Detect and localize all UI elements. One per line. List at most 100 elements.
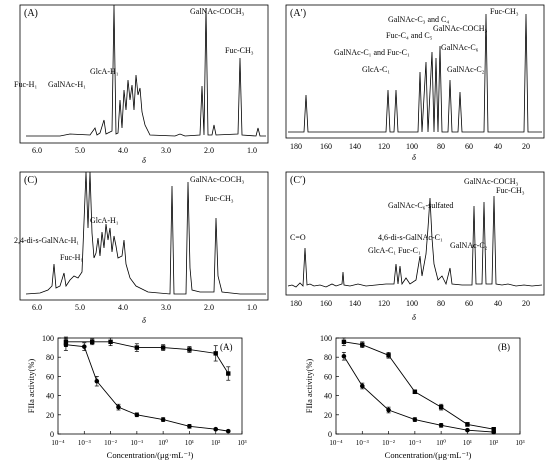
x-tick-label: 140 (349, 142, 361, 151)
x-tick-label: 10⁰ (436, 439, 446, 447)
data-point-square (226, 371, 231, 376)
x-tick-label: 160 (320, 299, 332, 308)
spectrum-trace (288, 13, 542, 133)
data-point-circle (160, 417, 166, 422)
data-point-square (134, 345, 140, 350)
data-point-circle (134, 412, 140, 418)
data-point-circle (116, 404, 121, 410)
x-axis-label: δ (412, 153, 416, 162)
panel-label: (A′) (290, 8, 306, 19)
data-point-circle (187, 424, 192, 429)
data-point-square (438, 404, 444, 410)
frame (19, 4, 269, 144)
fiia-activity-chart-a: (A) 0 20 40 60 80 100 10⁻⁴ 10⁻³ 10⁻² 10⁻¹ 10⁰ 10¹ 10²… (26, 334, 247, 460)
data-point-square (465, 422, 470, 427)
x-tick-label: 10¹ (463, 439, 472, 447)
y-tick-label: 80 (46, 353, 54, 362)
x-tick-label: 5.0 (75, 303, 85, 312)
spectrum-trace (287, 195, 543, 288)
peak-label: GalNAc-C₁ and Fuc-C₁ (334, 48, 410, 57)
peak-label: Fuc-H₁ (14, 80, 37, 89)
x-tick-label: 10⁻⁴ (329, 439, 343, 447)
x-tick-label: 120 (378, 142, 390, 151)
x-tick-label: 10² (489, 439, 498, 447)
x-axis-label: δ (412, 313, 416, 322)
y-tick-label: 0 (50, 430, 54, 439)
data-point-circle (81, 344, 87, 349)
peak-label: GalNAc-H₁ (48, 80, 86, 89)
peak-label: GalNAc-COCH₃ (433, 24, 488, 33)
nmr-panel-a-prime: (A′) Fuc-CH₃ GalNAc-C₃ and C₄ GalNAc-COC… (285, 4, 545, 162)
peak-label: Fuc-CH₃ (225, 46, 254, 55)
panel-label: (C′) (290, 175, 306, 186)
x-tick-label: 40 (494, 142, 502, 151)
data-point-square (108, 339, 113, 345)
x-tick-label: 3.0 (161, 303, 171, 312)
data-point-circle (94, 378, 100, 384)
data-point-square (386, 353, 391, 358)
frame (285, 4, 545, 139)
x-tick-label: 80 (437, 299, 445, 308)
x-tick-label: 2.0 (204, 146, 214, 155)
x-tick-label: 10⁻³ (356, 439, 369, 447)
data-point-circle (465, 427, 470, 433)
x-tick-label: 1.0 (247, 303, 257, 312)
x-tick-label: 20 (522, 142, 530, 151)
x-tick-label: 4.0 (118, 146, 128, 155)
x-tick-label: 10¹ (185, 439, 194, 447)
x-tick-label: 10⁰ (158, 439, 168, 447)
data-point-square (360, 342, 365, 347)
data-point-circle (491, 429, 497, 435)
data-point-circle (225, 428, 231, 434)
peak-label: GalNAc-C₆-sulfated (388, 201, 453, 210)
peak-labels: GalNAc-COCH₃ Fuc-CH₃ GalNAc-C₆-sulfated … (290, 177, 525, 255)
peak-label: Fuc-C₁ (398, 246, 421, 255)
x-tick-label: 6.0 (32, 303, 42, 312)
data-point-circle (359, 383, 365, 389)
data-point-circle (412, 417, 418, 422)
series-line (343, 341, 494, 430)
x-tick-label: 3.0 (161, 146, 171, 155)
peak-label: GalNAc-C₃ and C₄ (388, 15, 449, 24)
y-tick-label: 20 (46, 411, 54, 420)
plot-frame (335, 337, 521, 435)
panel-label: (C) (24, 175, 37, 186)
x-axis: 6.0 5.0 4.0 3.0 2.0 1.0 δ (32, 146, 257, 165)
plot-frame (57, 337, 243, 435)
peak-label: GlcA-C₁ (362, 65, 390, 74)
data-point-square (412, 389, 418, 394)
x-tick-label: 100 (406, 142, 418, 151)
data-point-circle (438, 423, 444, 428)
x-tick-label: 60 (465, 142, 473, 151)
series-line (65, 341, 229, 374)
peak-label: 2,4-di-s-GalNAc-H₁ (14, 236, 79, 245)
x-tick-label: 10² (211, 439, 220, 447)
x-tick-label: 180 (290, 142, 302, 151)
nmr-panel-c: (C) GalNAc-COCH₃ Fuc-CH₃ GlcA-H₁ 2,4-di-… (14, 171, 269, 325)
peak-label: Fuc-C₄ and C₅ (386, 31, 433, 40)
data-point-square (89, 339, 95, 345)
data-point-square (213, 351, 218, 356)
peak-label: Fuc-H₁ (60, 253, 83, 262)
x-tick-label: 60 (465, 299, 473, 308)
x-axis-label: Concentration/(μg·mL⁻¹) (107, 450, 194, 460)
peak-label: GlcA-H₁ (90, 67, 119, 76)
x-tick-label: 180 (290, 299, 302, 308)
nmr-panel-a: (A) GalNAc-COCH₃ GlcA-H₁ Fuc-H₁ GalNAc-H… (14, 4, 269, 165)
data-point-square (341, 339, 347, 345)
x-tick-label: 10⁻³ (78, 439, 91, 447)
peak-label: GalNAc-C₂ (450, 241, 488, 250)
data-point-circle (341, 353, 347, 359)
peak-label: GalNAc-C₂ (447, 65, 485, 74)
y-tick-label: 80 (324, 353, 332, 362)
y-tick-label: 60 (46, 372, 54, 381)
panel-label: (A) (220, 342, 233, 352)
x-axis: 180 160 140 120 100 80 60 40 20 δ (290, 142, 530, 162)
data-point-circle (213, 426, 219, 432)
x-tick-label: 10⁻⁴ (51, 439, 65, 447)
x-tick-label: 5.0 (75, 146, 85, 155)
peak-label: GlcA-H₁ (90, 216, 119, 225)
x-tick-label: 40 (494, 299, 502, 308)
x-axis-label: Concentration/(μg·mL⁻¹) (385, 450, 472, 460)
spectrum-trace (26, 4, 266, 137)
